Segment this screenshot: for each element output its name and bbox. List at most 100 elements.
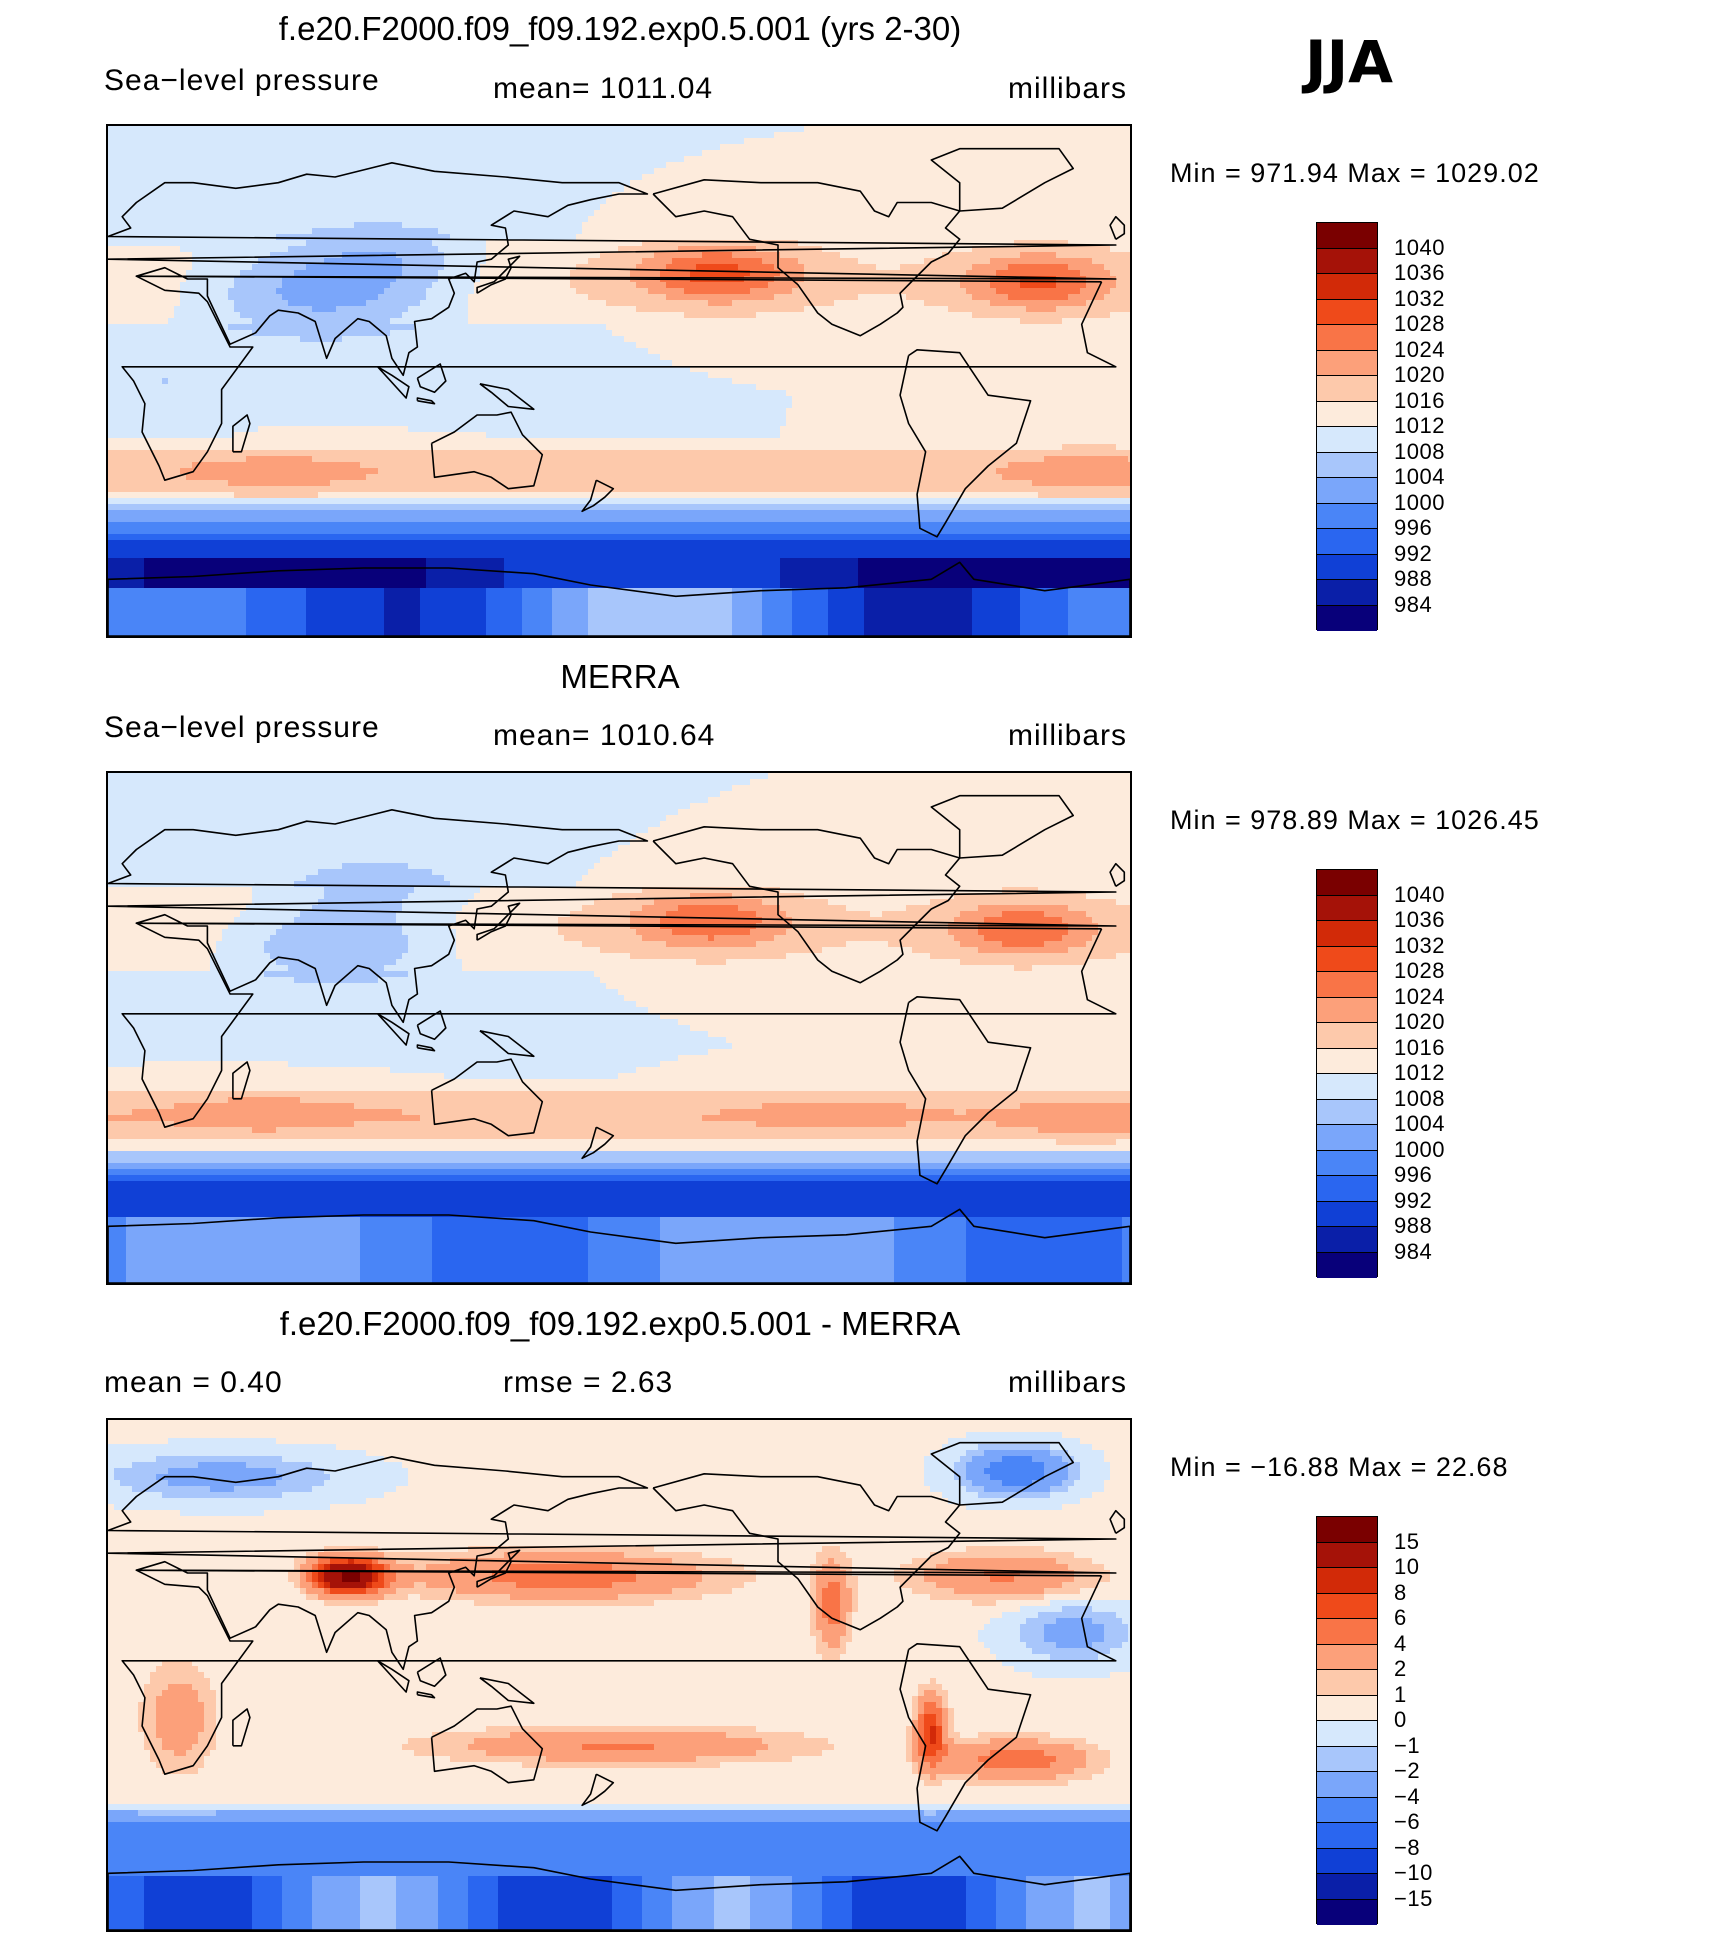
colorbar-swatch bbox=[1317, 299, 1377, 325]
colorbar-tick-label: 984 bbox=[1394, 1239, 1432, 1265]
coastline bbox=[930, 1441, 1075, 1506]
colorbar-swatch bbox=[1317, 1721, 1377, 1747]
colorbar-swatch bbox=[1317, 972, 1377, 998]
coastline bbox=[581, 479, 615, 513]
colorbar-swatch bbox=[1317, 946, 1377, 972]
coastline bbox=[232, 1061, 251, 1100]
coastline bbox=[108, 808, 1117, 1024]
colorbar-swatch bbox=[1317, 1023, 1377, 1049]
colorbar-tick-label: 1012 bbox=[1394, 413, 1445, 439]
colorbar-tick-label: −15 bbox=[1394, 1886, 1433, 1912]
coastline bbox=[476, 902, 521, 941]
field-shading bbox=[108, 773, 1130, 1283]
colorbar-tick-label: 1016 bbox=[1394, 1035, 1445, 1061]
panel-3-mean-label: mean = 0.40 bbox=[104, 1366, 283, 1400]
colorbar-swatch bbox=[1317, 1150, 1377, 1176]
colorbar-tick-label: 992 bbox=[1394, 1188, 1432, 1214]
coastline bbox=[108, 161, 1117, 377]
colorbar-swatch bbox=[1317, 1619, 1377, 1645]
colorbar-tick-label: 1036 bbox=[1394, 907, 1445, 933]
coastline bbox=[416, 1691, 436, 1699]
colorbar-tick-label: 1020 bbox=[1394, 362, 1445, 388]
colorbar-tick-label: −2 bbox=[1394, 1758, 1420, 1784]
colorbar-swatch bbox=[1317, 1517, 1377, 1543]
coastline bbox=[108, 561, 1130, 636]
colorbar-swatch bbox=[1317, 325, 1377, 351]
coastline bbox=[581, 1773, 615, 1807]
coastlines bbox=[108, 1441, 1130, 1930]
colorbar-tick-label: −4 bbox=[1394, 1784, 1420, 1810]
colorbar-tick-label: 1020 bbox=[1394, 1009, 1445, 1035]
panel-1-map bbox=[106, 124, 1132, 638]
colorbar-tick-label: 1036 bbox=[1394, 260, 1445, 286]
colorbar-swatch bbox=[1317, 1797, 1377, 1823]
colorbar-tick-label: 1032 bbox=[1394, 286, 1445, 312]
panel-3-map-svg bbox=[108, 1420, 1130, 1930]
coastline bbox=[121, 922, 1117, 1129]
colorbar-swatch bbox=[1317, 895, 1377, 921]
colorbar-tick-label: 6 bbox=[1394, 1605, 1407, 1631]
coastline bbox=[1109, 215, 1126, 240]
colorbar-swatch bbox=[1317, 1568, 1377, 1594]
colorbar-swatch bbox=[1317, 1874, 1377, 1900]
coastline bbox=[479, 1677, 535, 1705]
colorbar-swatch bbox=[1317, 478, 1377, 504]
colorbar-swatch bbox=[1317, 529, 1377, 555]
colorbar-tick-label: −10 bbox=[1394, 1860, 1433, 1886]
colorbar-swatch bbox=[1317, 997, 1377, 1023]
colorbar-swatch bbox=[1317, 1048, 1377, 1074]
panel-1-map-svg bbox=[108, 126, 1130, 636]
coastline bbox=[108, 1455, 1117, 1671]
colorbar-swatch bbox=[1317, 921, 1377, 947]
coastline bbox=[652, 825, 961, 984]
coastline bbox=[416, 363, 447, 394]
panel-3-minmax: Min = −16.88 Max = 22.68 bbox=[1170, 1452, 1508, 1483]
coastline bbox=[430, 411, 544, 490]
colorbar-swatch bbox=[1317, 605, 1377, 631]
colorbar-tick-label: 988 bbox=[1394, 566, 1432, 592]
colorbar-swatch bbox=[1317, 554, 1377, 580]
coastline bbox=[416, 397, 436, 405]
coastline bbox=[416, 1010, 447, 1041]
colorbar-tick-label: 1032 bbox=[1394, 933, 1445, 959]
coastline bbox=[430, 1705, 544, 1784]
coastline bbox=[377, 1660, 410, 1693]
field-shading bbox=[108, 126, 1130, 636]
colorbar-tick-label: 1028 bbox=[1394, 311, 1445, 337]
colorbar-tick-label: 992 bbox=[1394, 541, 1432, 567]
coastline bbox=[1109, 862, 1126, 887]
colorbar-swatch bbox=[1317, 1593, 1377, 1619]
coastline bbox=[930, 794, 1075, 859]
panel-1-colorbar bbox=[1316, 222, 1378, 631]
colorbar-swatch bbox=[1317, 1670, 1377, 1696]
colorbar-swatch bbox=[1317, 452, 1377, 478]
coastline bbox=[899, 349, 1032, 538]
colorbar-swatch bbox=[1317, 1542, 1377, 1568]
colorbar-swatch bbox=[1317, 350, 1377, 376]
panel-1-mean-label: mean= 1011.04 bbox=[493, 72, 713, 106]
colorbar-swatch bbox=[1317, 1823, 1377, 1849]
coastline bbox=[581, 1126, 615, 1160]
coastline bbox=[416, 1044, 436, 1052]
colorbar-swatch bbox=[1317, 1848, 1377, 1874]
colorbar-tick-label: −6 bbox=[1394, 1809, 1420, 1835]
colorbar-swatch bbox=[1317, 1125, 1377, 1151]
colorbar-swatch bbox=[1317, 376, 1377, 402]
colorbar-swatch bbox=[1317, 1644, 1377, 1670]
coastline bbox=[430, 1058, 544, 1137]
colorbar-tick-label: 996 bbox=[1394, 1162, 1432, 1188]
colorbar-swatch bbox=[1317, 503, 1377, 529]
panel-2-minmax: Min = 978.89 Max = 1026.45 bbox=[1170, 805, 1540, 836]
colorbar-tick-label: 15 bbox=[1394, 1529, 1419, 1555]
colorbar-swatch bbox=[1317, 1176, 1377, 1202]
colorbar-tick-label: 0 bbox=[1394, 1707, 1407, 1733]
colorbar-tick-label: −8 bbox=[1394, 1835, 1420, 1861]
coastline bbox=[377, 366, 410, 399]
coastline bbox=[476, 1549, 521, 1588]
panel-2-units-label: millibars bbox=[1008, 719, 1127, 753]
colorbar-tick-label: 984 bbox=[1394, 592, 1432, 618]
panel-3-colorbar bbox=[1316, 1516, 1378, 1925]
colorbar-swatch bbox=[1317, 1772, 1377, 1798]
field-shading bbox=[108, 1420, 1130, 1930]
coastline bbox=[899, 1643, 1032, 1832]
